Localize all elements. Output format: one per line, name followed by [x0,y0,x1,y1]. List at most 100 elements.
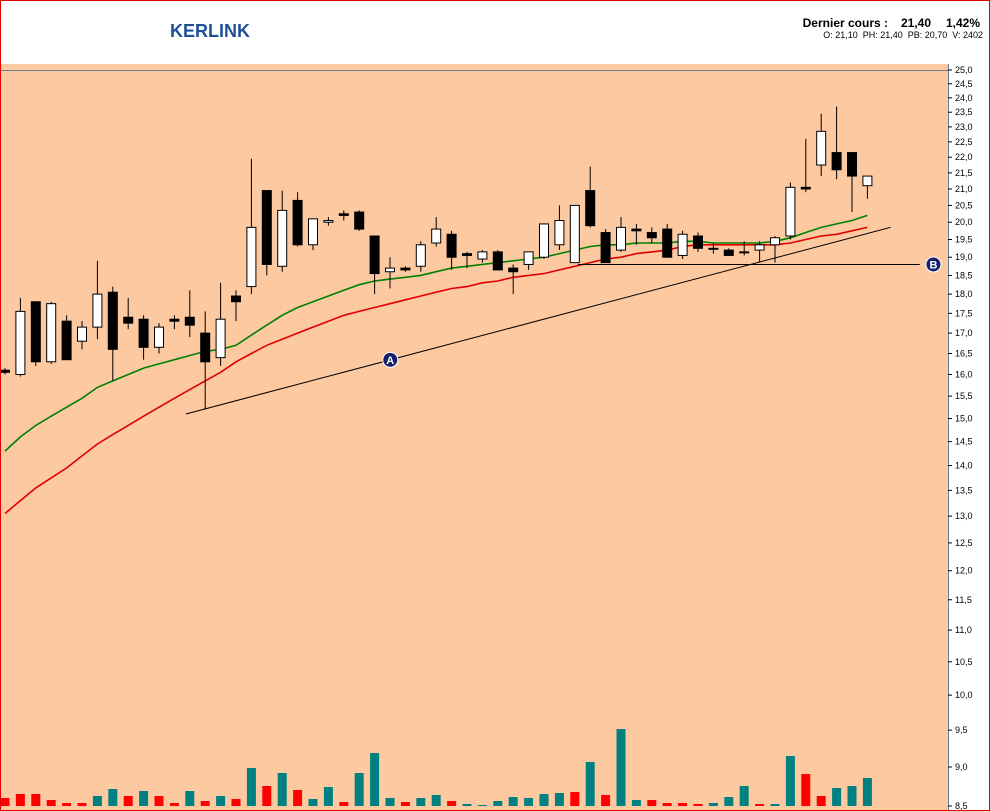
candle-body [739,251,750,254]
volume-bar [139,791,149,806]
candle-body [477,251,488,260]
volume-bar [431,795,441,806]
volume-bar [293,790,303,806]
volume-bar [416,798,426,806]
candle-body [569,204,580,264]
volume-bar [462,804,472,806]
volume-bar [708,803,718,806]
candle-body [231,295,241,303]
volume-bar [585,762,595,806]
volume-bar [216,796,226,806]
y-tick-label: 24,0 [955,93,973,103]
candle-body [184,316,195,326]
plot: 8,5 9,0 9,5 10,0 10,5 11,0 11,5 12,0 12,5 13,0 13,… [0,65,973,811]
volume-bar [354,773,364,806]
volume-bar [862,778,872,806]
candle-body [462,253,472,256]
y-tick-label: 19,5 [955,235,973,245]
volume-bar [277,773,287,806]
candle-body [77,326,87,342]
volume-bar [77,803,87,806]
volume-bar [647,800,657,806]
volume-bar [308,799,318,806]
volume-bar [616,729,626,806]
candle-body [847,152,857,177]
y-tick-label: 10,5 [955,657,973,667]
volume-bar [801,774,811,806]
candle-body [385,267,395,273]
volume-bar [46,800,56,806]
volume-bar [601,795,611,806]
candle-body [508,267,519,273]
moving-average [4,214,868,452]
volume-bar [62,803,72,806]
y-tick-label: 11,0 [955,625,972,635]
y-tick-label: 9,0 [955,762,968,772]
y-tick-label: 23,0 [955,122,973,132]
candle-body [616,226,626,251]
y-tick-label: 16,5 [955,348,973,358]
volume-bar [770,804,780,806]
candle-body [585,190,596,227]
candle-body [369,235,380,275]
candle-body [338,213,349,216]
candle-body [15,310,26,375]
volume-bar [339,802,349,806]
volume-bar [524,798,534,806]
volume-bar [678,803,688,806]
volume-bar [785,756,795,806]
candle-body [492,251,503,271]
volume-bar [15,794,25,806]
volume-bar [554,793,564,806]
y-tick-label: 18,5 [955,270,973,280]
y-tick-label: 14,5 [955,437,973,447]
candle-body [800,186,811,190]
details: O: 21,10 PH: 21,40 PB: 20,70 V: 2402 [823,30,983,40]
y-tick-label: 10,0 [955,690,973,700]
trendline-marker [925,256,942,273]
candle-body [693,235,703,249]
volume-bar [231,799,241,806]
volume-bar [493,801,503,806]
volume-bar [832,788,842,806]
candle-body [723,249,734,256]
volume-bar [169,803,179,806]
volume-bar [631,800,641,806]
last-price: 21,40 [901,16,931,30]
candle-body [107,291,118,350]
y-tick-label: 8,5 [955,801,968,811]
trendline [185,226,891,415]
y-tick-label: 9,5 [955,725,968,735]
y-tick-label: 15,5 [955,391,973,401]
candle-body [215,318,226,359]
candle-body [323,220,334,223]
volume-bar [31,794,41,806]
y-tick-label: 21,0 [955,184,973,194]
y-tick-label: 20,5 [955,200,973,210]
y-tick-label: 22,0 [955,152,973,162]
candle-body [431,228,442,244]
volume-bar [539,794,549,806]
volume-bar [92,796,102,806]
volume-bar [246,768,256,806]
candle-body [754,244,765,251]
volume-bar [400,802,410,806]
volume-bar [739,786,749,806]
volume-bar [662,803,672,806]
candle-body [354,211,365,230]
candle-body [46,303,57,363]
change: 1,42% [946,16,980,30]
candle-body [816,130,827,166]
volume-bar [323,787,333,806]
candle-body [138,318,149,348]
y-tick-label: 25,0 [955,65,973,75]
candle-body [708,247,719,250]
y-tick-label: 16,0 [955,369,973,379]
candle-body [862,175,873,187]
volume-bar [262,786,272,806]
volume-bar [447,801,457,806]
volume-bar [847,786,857,806]
y-tick-label: 22,5 [955,137,973,147]
y-tick-label: 20,0 [955,217,973,227]
